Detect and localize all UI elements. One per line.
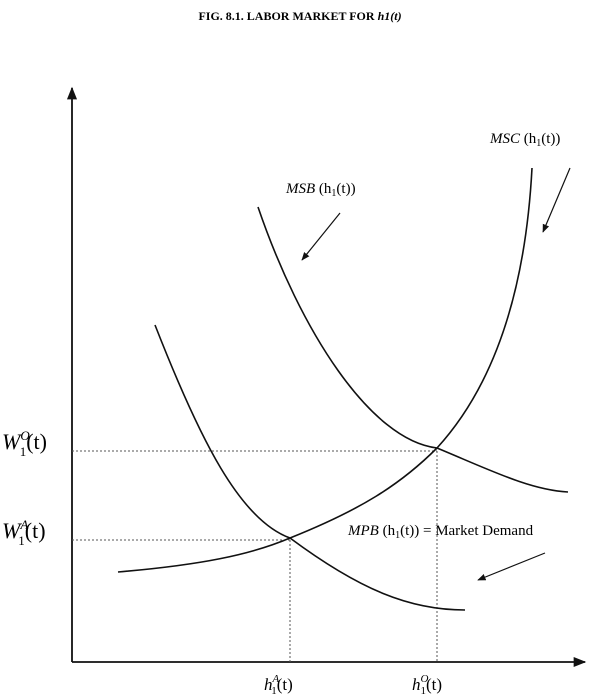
label-part: 1 <box>536 138 541 149</box>
y-label: WA 1(t) <box>2 517 46 548</box>
label-part: 1 <box>420 685 426 697</box>
label-part: MSC <box>489 131 521 147</box>
label-part: A <box>272 673 280 685</box>
label-part: h <box>264 675 273 694</box>
label-part: (t) <box>426 675 442 694</box>
label-part: MPB <box>347 523 379 539</box>
title-var: h1(t) <box>378 9 402 23</box>
title-text: FIG. 8.1. LABOR MARKET FOR <box>198 9 377 23</box>
label-part: (t) <box>25 518 46 543</box>
y-label: WO 1(t) <box>2 428 47 459</box>
label-part: (t)) <box>336 181 355 197</box>
title: FIG. 8.1. LABOR MARKET FOR h1(t) <box>198 9 401 23</box>
label-part: W <box>2 518 22 543</box>
msc-curve <box>117 167 533 573</box>
mpb-curve <box>154 324 466 611</box>
label-part: 1 <box>331 188 336 199</box>
label-part: (t)) = Market Demand <box>400 523 533 539</box>
label-part: 1 <box>271 685 277 697</box>
msb-label: MSB (h1(t)) <box>285 181 356 199</box>
label-part: (h <box>319 181 332 197</box>
label-part: (h <box>524 131 537 147</box>
label-part: W <box>2 429 22 454</box>
label-part: (t)) <box>541 131 560 147</box>
msc-label: MSC (h1(t)) <box>489 131 560 149</box>
label-part: O <box>20 428 30 443</box>
x-label: hO 1(t) <box>412 673 442 697</box>
label-part: O <box>421 673 429 685</box>
mpb-label: MPB (h1(t)) = Market Demand <box>347 523 534 541</box>
label-part: MSB <box>285 181 315 197</box>
label-part: (t) <box>277 675 293 694</box>
label-part: h <box>412 675 421 694</box>
msb-curve <box>257 206 569 493</box>
label-part: 1 <box>18 533 25 548</box>
arrow <box>301 212 341 261</box>
label-part: A <box>19 517 28 532</box>
arrow <box>542 167 571 233</box>
arrow <box>477 552 546 581</box>
label-part: 1 <box>20 444 27 459</box>
label-part: (h <box>383 523 396 539</box>
label-part: 1 <box>395 530 400 541</box>
x-label: hA 1(t) <box>264 673 293 697</box>
label-part: (t) <box>26 429 47 454</box>
